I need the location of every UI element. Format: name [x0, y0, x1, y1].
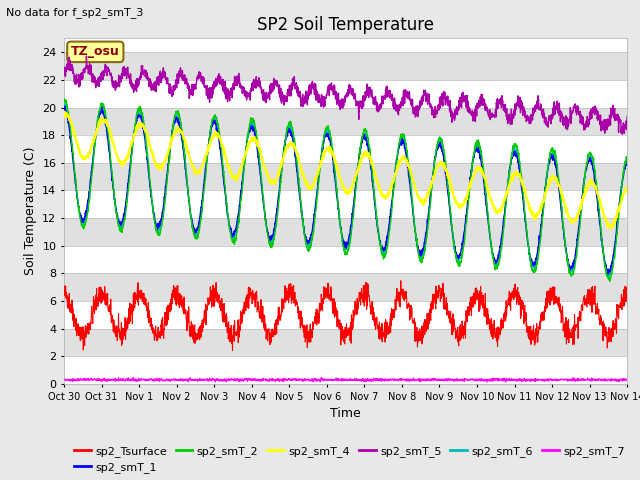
Bar	[64, 274, 627, 301]
Y-axis label: Soil Temperature (C): Soil Temperature (C)	[24, 147, 36, 276]
Title: SP2 Soil Temperature: SP2 Soil Temperature	[257, 16, 434, 34]
Legend: sp2_Tsurface, sp2_smT_1, sp2_smT_2, sp2_smT_4, sp2_smT_5, sp2_smT_6, sp2_smT_7: sp2_Tsurface, sp2_smT_1, sp2_smT_2, sp2_…	[70, 442, 629, 478]
Bar	[64, 135, 627, 163]
Bar	[64, 329, 627, 356]
Bar	[64, 108, 627, 135]
Bar	[64, 246, 627, 274]
Bar	[64, 24, 627, 52]
Text: No data for f_sp2_smT_3: No data for f_sp2_smT_3	[6, 7, 144, 18]
Bar	[64, 218, 627, 246]
Text: TZ_osu: TZ_osu	[71, 45, 120, 59]
Bar	[64, 52, 627, 80]
Bar	[64, 191, 627, 218]
Bar	[64, 356, 627, 384]
Bar	[64, 163, 627, 191]
Bar	[64, 301, 627, 329]
X-axis label: Time: Time	[330, 407, 361, 420]
Bar	[64, 80, 627, 108]
